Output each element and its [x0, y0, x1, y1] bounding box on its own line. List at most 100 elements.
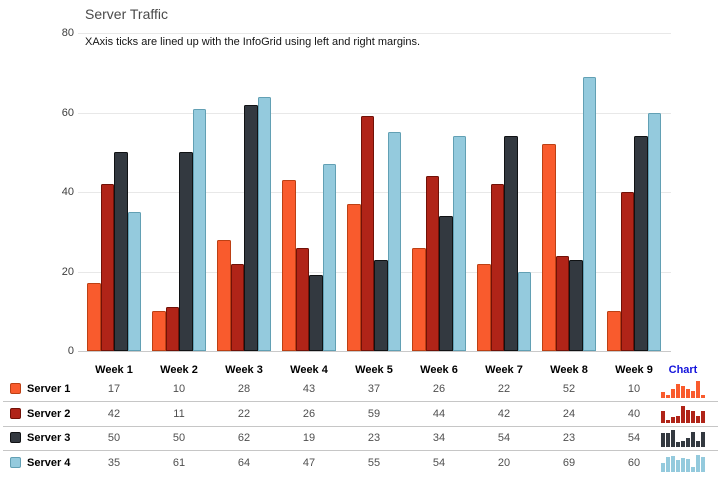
sparkline-bar — [666, 456, 670, 472]
cell-server-2-week-6: 44 — [432, 407, 446, 420]
table-header-week-8: Week 8 — [550, 364, 588, 376]
cell-server-1-week-2: 10 — [172, 383, 186, 395]
legend-swatch-server-1 — [10, 383, 21, 394]
legend-label-server-2: Server 2 — [27, 407, 71, 420]
cell-server-1-week-9: 10 — [627, 383, 641, 395]
bar-server-4-week-2 — [192, 108, 206, 351]
bar-server-1-week-8 — [542, 144, 556, 351]
table-header-week-6: Week 6 — [420, 364, 458, 376]
sparkline-bar — [681, 386, 685, 398]
sparkline-bar — [676, 442, 680, 447]
bar-server-3-week-2 — [179, 152, 193, 351]
table-header-week-7: Week 7 — [485, 364, 523, 376]
chart-title: Server Traffic — [85, 6, 168, 22]
bar-server-4-week-9 — [647, 112, 661, 351]
bar-server-2-week-2 — [165, 307, 179, 351]
legend-label-server-3: Server 3 — [27, 432, 71, 444]
sparkline-bar — [676, 415, 680, 423]
cell-server-3-week-3: 62 — [237, 432, 251, 444]
cell-server-4-week-3: 64 — [237, 456, 251, 469]
gridline — [78, 33, 671, 34]
sparkline-bar — [701, 456, 705, 472]
table-header-week-9: Week 9 — [615, 364, 653, 376]
cell-server-2-week-8: 24 — [562, 407, 576, 420]
legend-label-server-4: Server 4 — [27, 456, 71, 469]
sparkline-bar — [701, 410, 705, 423]
cell-server-1-week-8: 52 — [562, 383, 576, 395]
bar-server-1-week-2 — [152, 311, 166, 351]
cell-server-2-week-3: 22 — [237, 407, 251, 420]
sparkline-bar — [681, 405, 685, 423]
sparkline-bar — [671, 430, 675, 447]
bar-server-2-week-6 — [425, 176, 439, 351]
sparkline-server-1 — [661, 381, 706, 398]
bar-server-1-week-3 — [217, 239, 231, 351]
row-separator — [3, 401, 718, 402]
cell-server-3-week-9: 54 — [627, 432, 641, 444]
bar-server-2-week-5 — [360, 116, 374, 351]
cell-server-3-week-6: 34 — [432, 432, 446, 444]
sparkline-bar — [676, 459, 680, 472]
sparkline-bar — [676, 384, 680, 398]
y-axis-tick-label: 60 — [61, 106, 74, 119]
table-header-week-1: Week 1 — [95, 364, 133, 376]
sparkline-bar — [686, 458, 690, 472]
bar-server-4-week-7 — [517, 271, 531, 351]
legend-label-server-1: Server 1 — [27, 383, 71, 395]
table-header-week-2: Week 2 — [160, 364, 198, 376]
sparkline-bar — [671, 416, 675, 423]
legend-swatch-server-2 — [10, 407, 21, 419]
legend-swatch-server-3 — [10, 432, 21, 443]
sparkline-bar — [671, 455, 675, 472]
sparkline-bar — [691, 466, 695, 472]
bar-server-2-week-7 — [490, 184, 504, 351]
cell-server-4-week-7: 20 — [497, 456, 511, 469]
bar-server-1-week-4 — [282, 180, 296, 351]
cell-server-1-week-1: 17 — [107, 383, 121, 395]
cell-server-1-week-3: 28 — [237, 383, 251, 395]
sparkline-server-2 — [661, 405, 706, 423]
bar-server-3-week-4 — [309, 275, 323, 351]
sparkline-bar — [691, 391, 695, 398]
bar-server-4-week-4 — [322, 164, 336, 351]
sparkline-bar — [691, 432, 695, 447]
cell-server-1-week-7: 22 — [497, 383, 511, 395]
sparkline-bar — [696, 415, 700, 423]
y-axis-tick-label: 40 — [61, 186, 74, 198]
chart-column-header[interactable]: Chart — [668, 364, 698, 376]
bar-server-1-week-1 — [87, 283, 101, 351]
sparkline-bar — [701, 432, 705, 447]
bar-server-1-week-5 — [347, 203, 361, 351]
sparkline-bar — [686, 389, 690, 398]
bar-server-4-week-3 — [257, 96, 271, 351]
cell-server-4-week-1: 35 — [107, 456, 121, 469]
cell-server-2-week-2: 11 — [173, 407, 185, 420]
sparkline-bar — [696, 381, 700, 398]
sparkline-bar — [696, 454, 700, 472]
cell-server-4-week-4: 47 — [302, 456, 316, 469]
cell-server-2-week-4: 26 — [302, 407, 316, 420]
bar-server-3-week-5 — [374, 259, 388, 351]
cell-server-4-week-2: 61 — [172, 456, 186, 469]
sparkline-bar — [681, 457, 685, 472]
sparkline-bar — [661, 462, 665, 472]
sparkline-bar — [671, 389, 675, 398]
cell-server-4-week-8: 69 — [562, 456, 576, 469]
gridline — [78, 112, 671, 114]
bar-server-2-week-1 — [100, 184, 114, 351]
sparkline-bar — [686, 438, 690, 447]
sparkline-server-3 — [661, 430, 706, 447]
bar-server-3-week-1 — [114, 152, 128, 351]
sparkline-bar — [686, 409, 690, 423]
sparkline-bar — [666, 395, 670, 398]
sparkline-bar — [701, 395, 705, 398]
cell-server-1-week-6: 26 — [432, 383, 446, 395]
sparkline-bar — [661, 433, 665, 447]
cell-server-2-week-5: 59 — [367, 407, 381, 420]
sparkline-bar — [661, 392, 665, 398]
bar-server-2-week-8 — [555, 255, 569, 351]
legend-swatch-server-4 — [10, 456, 21, 468]
cell-server-3-week-8: 23 — [562, 432, 576, 444]
cell-server-4-week-9: 60 — [627, 456, 641, 469]
